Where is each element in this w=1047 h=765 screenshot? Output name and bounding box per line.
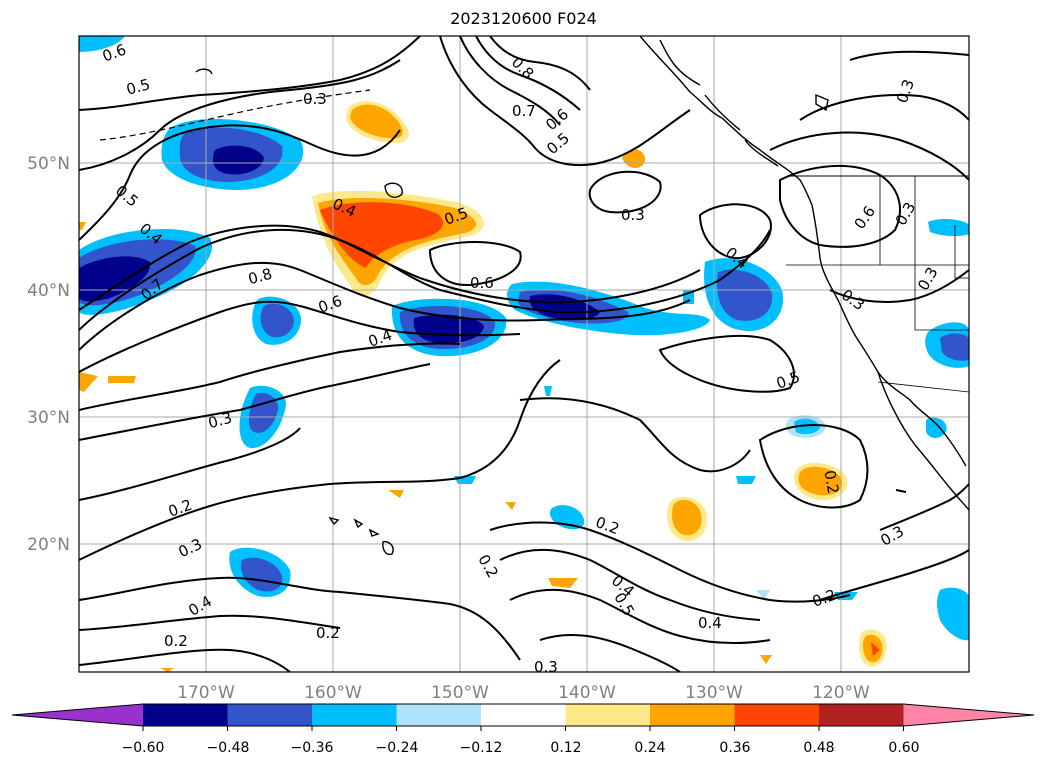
colorbar-tick-label: −0.12 [460, 740, 503, 756]
colorbar-tick-label: −0.24 [376, 740, 419, 756]
colorbar-segment [312, 704, 397, 726]
lon-tick-label: 130°W [685, 683, 743, 703]
colorbar-extend-low [12, 704, 143, 726]
colorbar-tick-label: −0.48 [207, 740, 250, 756]
contour-label: 0.4 [698, 614, 722, 632]
colorbar [11, 703, 1035, 731]
contour-label: 0.2 [820, 469, 842, 496]
colorbar-tick-label: 0.36 [719, 740, 750, 756]
contour-label: 0.6 [470, 274, 494, 292]
contour-label: 0.2 [316, 624, 340, 642]
colorbar-tick-label: 0.24 [634, 740, 665, 756]
lat-tick-label: 30°N [27, 408, 70, 428]
lon-tick-label: 120°W [812, 683, 870, 703]
map-title: 2023120600 F024 [450, 9, 597, 28]
colorbar-tick-label: 0.60 [888, 740, 919, 756]
lat-tick-label: 20°N [27, 535, 70, 555]
contour-label: 0.3 [303, 90, 327, 108]
map-frame [78, 35, 970, 673]
contour-label: 0.2 [164, 632, 188, 650]
coastlines [99, 36, 969, 556]
colorbar-segment [396, 704, 482, 726]
colorbar-extend-high [903, 704, 1034, 726]
colorbar-segment [227, 704, 313, 726]
colorbar-segment [143, 704, 228, 726]
colorbar-segment [819, 704, 904, 726]
lat-tick-label: 50°N [27, 154, 70, 174]
lat-tick-label: 40°N [27, 281, 70, 301]
colorbar-segment [481, 704, 566, 726]
latitude-tick-labels: 50°N 40°N 30°N 20°N [27, 154, 70, 555]
contour-label: 0.3 [621, 206, 645, 224]
contour-label: 0.7 [512, 102, 536, 120]
lon-tick-label: 140°W [558, 683, 616, 703]
lon-tick-label: 170°W [177, 683, 235, 703]
colorbar-tick-label: 0.12 [550, 740, 581, 756]
colorbar-tick-label: 0.48 [803, 740, 834, 756]
colorbar-segment [650, 704, 735, 726]
contour-label: 0.5 [124, 75, 152, 99]
longitude-tick-labels: 170°W 160°W 150°W 140°W 130°W 120°W [177, 683, 870, 703]
contour-label: 0.8 [246, 265, 274, 289]
colorbar-segment [734, 704, 820, 726]
colorbar-tick-label: −0.60 [122, 740, 165, 756]
lon-tick-label: 160°W [304, 683, 362, 703]
contour-lines [79, 36, 969, 672]
colorbar-tick-labels: −0.60 −0.48 −0.36 −0.24 −0.12 0.12 0.24 … [122, 740, 920, 756]
contour-label: 0.3 [534, 658, 558, 676]
map-panel: 0.6 0.5 0.3 0.8 0.7 0.6 0.5 0.3 0.3 0.5 … [78, 35, 970, 676]
contour-label: 0.3 [206, 409, 234, 433]
colorbar-segment [565, 704, 651, 726]
lon-tick-label: 150°W [431, 683, 489, 703]
colorbar-tick-label: −0.36 [291, 740, 334, 756]
